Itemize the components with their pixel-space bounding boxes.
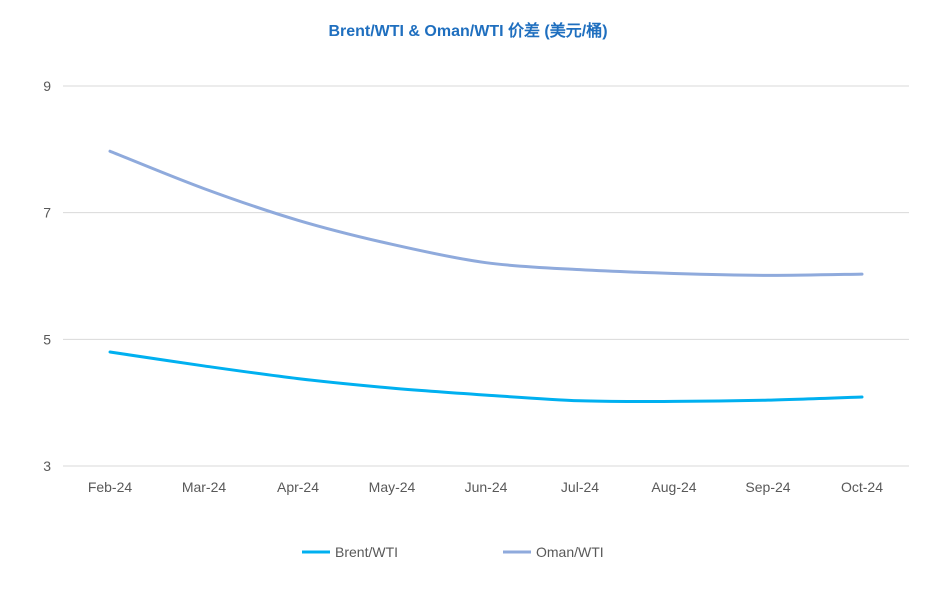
x-tick-label: Mar-24: [182, 479, 227, 495]
legend: Brent/WTI Oman/WTI: [302, 544, 604, 560]
x-tick-label: Jun-24: [465, 479, 508, 495]
x-axis-ticks: Feb-24 Mar-24 Apr-24 May-24 Jun-24 Jul-24 Aug-…: [88, 479, 883, 495]
x-tick-label: Apr-24: [277, 479, 319, 495]
legend-item: Oman/WTI: [503, 544, 604, 560]
series-line-oman-wti: [110, 151, 862, 275]
legend-label: Brent/WTI: [335, 544, 398, 560]
y-tick-label: 9: [43, 78, 51, 94]
x-tick-label: Feb-24: [88, 479, 133, 495]
y-tick-label: 3: [43, 458, 51, 474]
legend-item: Brent/WTI: [302, 544, 398, 560]
y-tick-label: 7: [43, 205, 51, 221]
x-tick-label: May-24: [369, 479, 416, 495]
legend-label: Oman/WTI: [536, 544, 604, 560]
y-axis-ticks: 3 5 7 9: [43, 78, 51, 474]
series-lines: [110, 151, 862, 401]
x-tick-label: Oct-24: [841, 479, 883, 495]
x-tick-label: Aug-24: [651, 479, 696, 495]
series-line-brent-wti: [110, 352, 862, 402]
y-tick-label: 5: [43, 331, 51, 347]
x-tick-label: Sep-24: [745, 479, 790, 495]
x-tick-label: Jul-24: [561, 479, 599, 495]
chart-title: Brent/WTI & Oman/WTI 价差 (美元/桶): [328, 21, 607, 40]
